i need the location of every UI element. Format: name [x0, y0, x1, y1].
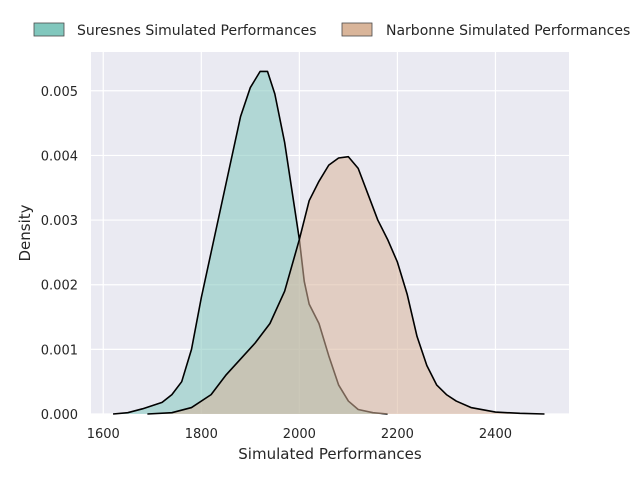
legend: Suresnes Simulated Performances Narbonne…	[33, 22, 630, 39]
legend-swatch-suresnes	[33, 22, 65, 37]
series-area-1	[147, 156, 545, 414]
y-tick-label: 0.005	[41, 85, 78, 100]
legend-label-narbonne: Narbonne Simulated Performances	[386, 23, 630, 39]
tick-labels: 1600 1800 2000 2200 2400 0.000 0.001 0.002 0.003…	[41, 85, 512, 442]
x-axis-label: Simulated Performances	[238, 445, 422, 463]
x-tick-label: 2200	[381, 427, 414, 442]
y-tick-label: 0.001	[41, 343, 78, 358]
y-tick-label: 0.004	[41, 149, 78, 164]
series-layer	[112, 70, 545, 415]
x-tick-label: 1800	[185, 427, 218, 442]
y-tick-label: 0.003	[41, 214, 78, 229]
x-tick-label: 2000	[283, 427, 316, 442]
y-tick-label: 0.002	[41, 279, 78, 294]
series-line-1	[147, 155, 545, 415]
legend-label-suresnes: Suresnes Simulated Performances	[77, 23, 317, 39]
y-axis-label: Density	[16, 204, 34, 261]
x-tick-label: 2400	[479, 427, 512, 442]
legend-swatch-narbonne	[341, 22, 373, 37]
y-tick-label: 0.000	[41, 408, 78, 423]
x-tick-label: 1600	[87, 427, 120, 442]
grid	[91, 52, 569, 415]
